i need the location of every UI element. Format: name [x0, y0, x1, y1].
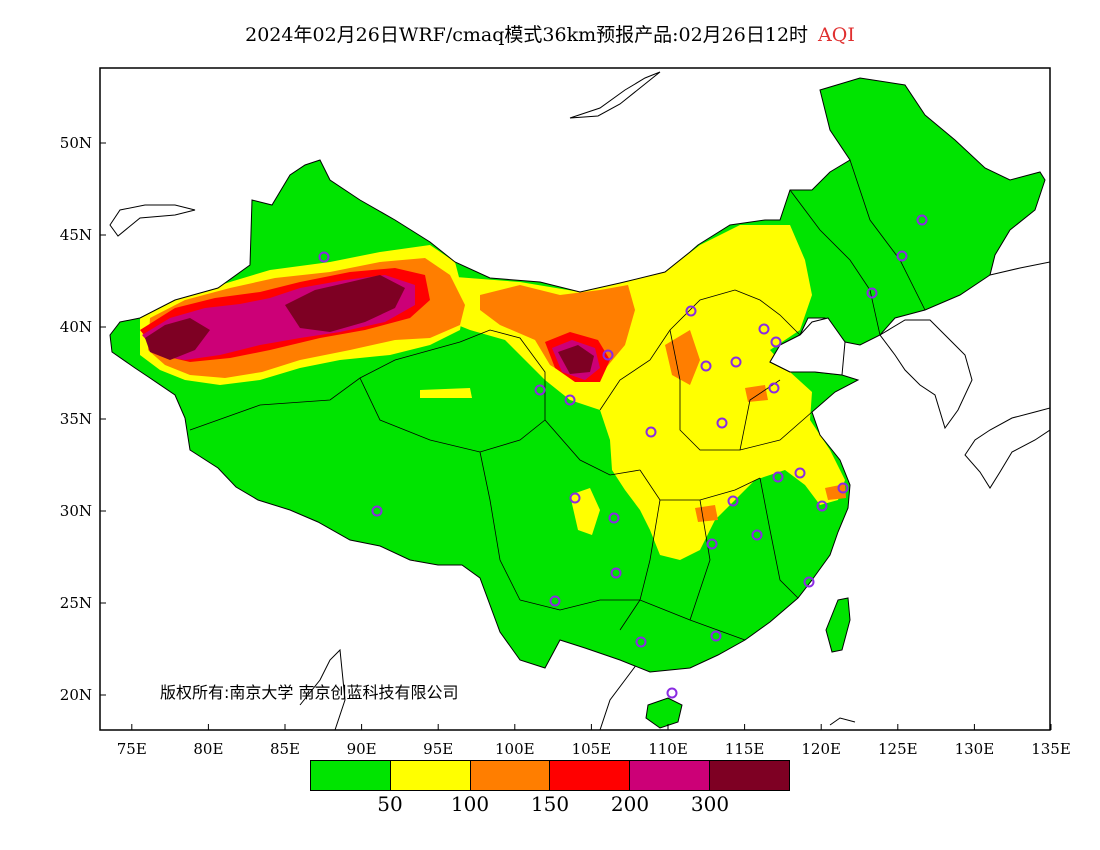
station-marker: [549, 595, 561, 607]
balkhash-coastline: [109, 204, 196, 237]
colorbar-label: 100: [450, 792, 490, 816]
aqi-usg-shanghai: [825, 484, 846, 500]
colorbar-label: 50: [377, 792, 403, 816]
province-boundaries: [189, 159, 926, 641]
hainan-island: [645, 697, 683, 729]
y-tick-label: 25N: [60, 594, 92, 612]
x-tick-label: 120E: [801, 740, 841, 758]
x-tick-label: 130E: [955, 740, 995, 758]
colorbar-label: 300: [690, 792, 730, 816]
station-marker: [706, 538, 718, 550]
station-marker: [318, 251, 330, 263]
taiwan-island: [825, 597, 851, 653]
x-tick-label: 115E: [725, 740, 765, 758]
colorbar-segment: [630, 761, 711, 790]
station-marker: [758, 323, 770, 335]
x-tick-label: 95E: [423, 740, 453, 758]
japan-south-coastline: [964, 407, 1050, 489]
station-marker: [700, 360, 712, 372]
bohai-sea: [769, 317, 846, 376]
aqi-usg-hunan: [695, 505, 718, 522]
aqi-hazardous-taklamakan: [285, 275, 405, 332]
x-tick-label: 125E: [878, 740, 918, 758]
station-marker: [770, 336, 782, 348]
station-marker: [730, 356, 742, 368]
y-tick-label: 20N: [60, 686, 92, 704]
station-marker: [716, 417, 728, 429]
station-marker: [896, 250, 908, 262]
bay-of-bengal-coastline: [299, 648, 346, 730]
map-title-variable: AQI: [818, 24, 855, 46]
station-marker: [772, 471, 784, 483]
station-marker: [564, 394, 576, 406]
station-marker: [645, 426, 657, 438]
x-tick-label: 75E: [117, 740, 147, 758]
aqi-hazardous-ningxia: [558, 345, 594, 374]
station-marker: [569, 492, 581, 504]
station-marker: [837, 482, 849, 494]
monitoring-stations: [318, 214, 928, 699]
korea-coastline: [879, 319, 973, 430]
x-tick-label: 100E: [495, 740, 535, 758]
colorbar-segment: [550, 761, 631, 790]
station-marker: [666, 687, 678, 699]
x-axis: 75E 80E 85E 90E 95E 100E 105E 110E 115E 120E 125E 1…: [117, 724, 1071, 758]
y-tick-label: 45N: [60, 226, 92, 244]
station-marker: [816, 500, 828, 512]
station-marker: [751, 529, 763, 541]
aqi-usg-shandong: [745, 385, 768, 402]
copyright-notice: 版权所有:南京大学 南京创蓝科技有限公司: [160, 683, 459, 702]
colorbar-segment: [390, 761, 471, 790]
colorbar-segment: [470, 761, 551, 790]
station-marker: [803, 576, 815, 588]
station-marker: [635, 636, 647, 648]
y-axis: 50N 45N 40N 35N 30N 25N 20N: [60, 134, 106, 704]
station-marker: [608, 512, 620, 524]
x-tick-label: 90E: [347, 740, 377, 758]
colorbar-segment: [311, 761, 391, 790]
colorbar-label: 200: [610, 792, 650, 816]
aqi-hazardous-kashgar: [145, 318, 210, 360]
x-tick-label: 105E: [572, 740, 612, 758]
station-marker: [727, 495, 739, 507]
station-marker: [710, 630, 722, 642]
x-tick-label: 110E: [648, 740, 688, 758]
station-marker: [916, 214, 928, 226]
colorbar-segment: [710, 761, 789, 790]
aqi-moderate-sichuan: [570, 488, 600, 535]
map-title-main: 2024年02月26日WRF/cmaq模式36km预报产品:02月26日12时: [245, 24, 809, 46]
x-tick-label: 85E: [270, 740, 300, 758]
station-marker: [610, 567, 622, 579]
aqi-field: [109, 77, 1046, 729]
luzon-coastline: [829, 717, 856, 726]
station-marker: [371, 505, 383, 517]
station-marker: [768, 382, 780, 394]
station-marker: [602, 349, 614, 361]
map-title: 2024年02月26日WRF/cmaq模式36km预报产品:02月26日12时 A…: [0, 20, 1100, 47]
y-tick-label: 35N: [60, 410, 92, 428]
y-tick-label: 30N: [60, 502, 92, 520]
station-marker: [866, 287, 878, 299]
y-tick-label: 40N: [60, 318, 92, 336]
y-tick-label: 50N: [60, 134, 92, 152]
x-tick-label: 135E: [1031, 740, 1071, 758]
x-tick-label: 80E: [193, 740, 223, 758]
indochina-coastline: [599, 659, 641, 730]
station-marker: [685, 305, 697, 317]
station-marker: [534, 384, 546, 396]
sakhalin-coastline: [569, 71, 661, 119]
aqi-usg-shanxi: [665, 330, 700, 385]
station-marker: [794, 467, 806, 479]
colorbar-label: 150: [530, 792, 570, 816]
aqi-colorbar: [310, 760, 790, 791]
aqi-moderate-qinghai: [420, 388, 472, 398]
japan-north-coastline: [989, 261, 1050, 276]
